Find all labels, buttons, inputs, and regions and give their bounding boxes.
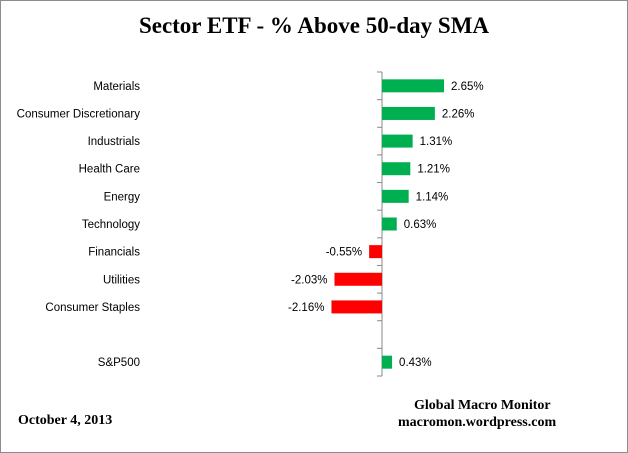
date-label: October 4, 2013: [18, 413, 113, 428]
data-label: -2.03%: [291, 274, 327, 286]
data-label: 2.26%: [442, 108, 475, 120]
bar: [334, 272, 382, 286]
data-label: 1.21%: [417, 164, 450, 176]
bar: [382, 106, 435, 120]
category-label: Health Care: [79, 164, 140, 176]
bar: [382, 134, 413, 148]
category-label: Materials: [93, 81, 140, 93]
bar: [369, 245, 382, 259]
bar: [382, 162, 411, 176]
data-label: 0.63%: [404, 219, 437, 231]
bar: [382, 79, 445, 93]
data-label: 1.14%: [416, 191, 449, 203]
bar: [382, 217, 397, 231]
bar: [331, 300, 382, 314]
bar: [382, 355, 393, 369]
category-label: Energy: [104, 191, 141, 203]
category-label: Consumer Staples: [45, 302, 140, 314]
category-label: Consumer Discretionary: [17, 108, 141, 120]
bar: [382, 189, 409, 203]
chart-title: Sector ETF - % Above 50-day SMA: [138, 13, 490, 38]
category-label: Industrials: [88, 136, 141, 148]
category-label: Utilities: [103, 274, 140, 286]
data-label: 0.43%: [399, 357, 432, 369]
data-label: -2.16%: [288, 302, 324, 314]
data-label: 2.65%: [451, 81, 484, 93]
category-label: Technology: [82, 219, 140, 231]
source-url: macromon.wordpress.com: [398, 415, 557, 430]
source-name: Global Macro Monitor: [414, 398, 551, 413]
category-label: S&P500: [98, 357, 140, 369]
data-label: 1.31%: [420, 136, 453, 148]
category-label: Financials: [88, 247, 140, 259]
data-label: -0.55%: [326, 247, 362, 259]
